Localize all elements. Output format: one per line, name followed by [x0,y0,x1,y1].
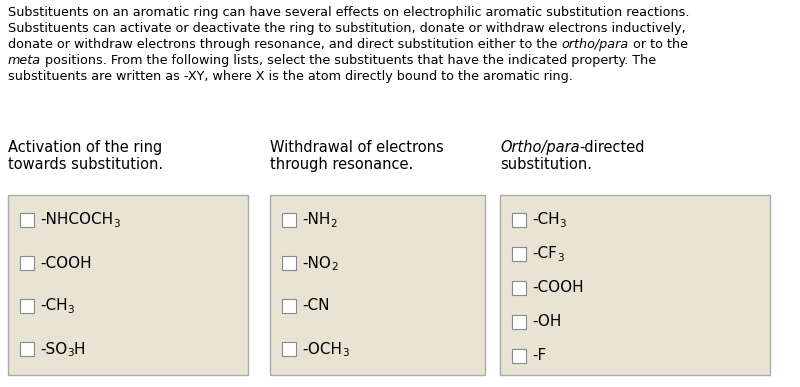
FancyBboxPatch shape [20,299,34,313]
FancyBboxPatch shape [512,247,526,261]
FancyBboxPatch shape [20,256,34,270]
Text: ortho/para: ortho/para [562,38,629,51]
Text: -OCH: -OCH [302,341,342,356]
Text: -COOH: -COOH [40,255,92,271]
Text: meta: meta [8,54,41,67]
Text: 3: 3 [68,305,74,315]
Text: -NHCOCH: -NHCOCH [40,212,113,228]
Text: -SO: -SO [40,341,67,356]
Text: H: H [74,341,86,356]
Text: 3: 3 [342,348,349,358]
Text: substitution.: substitution. [500,157,592,172]
Text: towards substitution.: towards substitution. [8,157,163,172]
Text: -directed: -directed [580,140,645,155]
FancyBboxPatch shape [512,315,526,329]
Text: 3: 3 [560,219,566,229]
Text: 2: 2 [330,219,337,229]
Text: Ortho/para: Ortho/para [500,140,580,155]
Text: 2: 2 [331,262,338,272]
FancyBboxPatch shape [512,349,526,363]
Text: or to the: or to the [629,38,688,51]
Text: -CN: -CN [302,298,330,313]
Text: Withdrawal of electrons: Withdrawal of electrons [270,140,444,155]
FancyBboxPatch shape [20,213,34,227]
Text: -NO: -NO [302,255,331,271]
FancyBboxPatch shape [282,299,296,313]
FancyBboxPatch shape [8,195,248,375]
FancyBboxPatch shape [282,213,296,227]
Text: -CF: -CF [532,247,557,262]
Text: 3: 3 [67,348,74,358]
Text: -CH: -CH [532,212,560,228]
FancyBboxPatch shape [282,256,296,270]
FancyBboxPatch shape [282,342,296,356]
Text: -CH: -CH [40,298,68,313]
FancyBboxPatch shape [20,342,34,356]
Text: 3: 3 [113,219,120,229]
Text: Substituents can activate or deactivate the ring to substitution, donate or with: Substituents can activate or deactivate … [8,22,686,35]
Text: substituents are written as -XY, where X is the atom directly bound to the aroma: substituents are written as -XY, where X… [8,70,573,83]
FancyBboxPatch shape [512,281,526,295]
FancyBboxPatch shape [270,195,485,375]
Text: 3: 3 [557,253,563,263]
Text: -COOH: -COOH [532,281,584,296]
Text: positions. From the following lists, select the substituents that have the indic: positions. From the following lists, sel… [41,54,656,67]
Text: -OH: -OH [532,315,562,329]
Text: through resonance.: through resonance. [270,157,414,172]
Text: -F: -F [532,349,546,363]
Text: donate or withdraw electrons through resonance, and direct substitution either t: donate or withdraw electrons through res… [8,38,562,51]
FancyBboxPatch shape [500,195,770,375]
Text: Activation of the ring: Activation of the ring [8,140,162,155]
FancyBboxPatch shape [512,213,526,227]
Text: Substituents on an aromatic ring can have several effects on electrophilic aroma: Substituents on an aromatic ring can hav… [8,6,690,19]
Text: -NH: -NH [302,212,330,228]
